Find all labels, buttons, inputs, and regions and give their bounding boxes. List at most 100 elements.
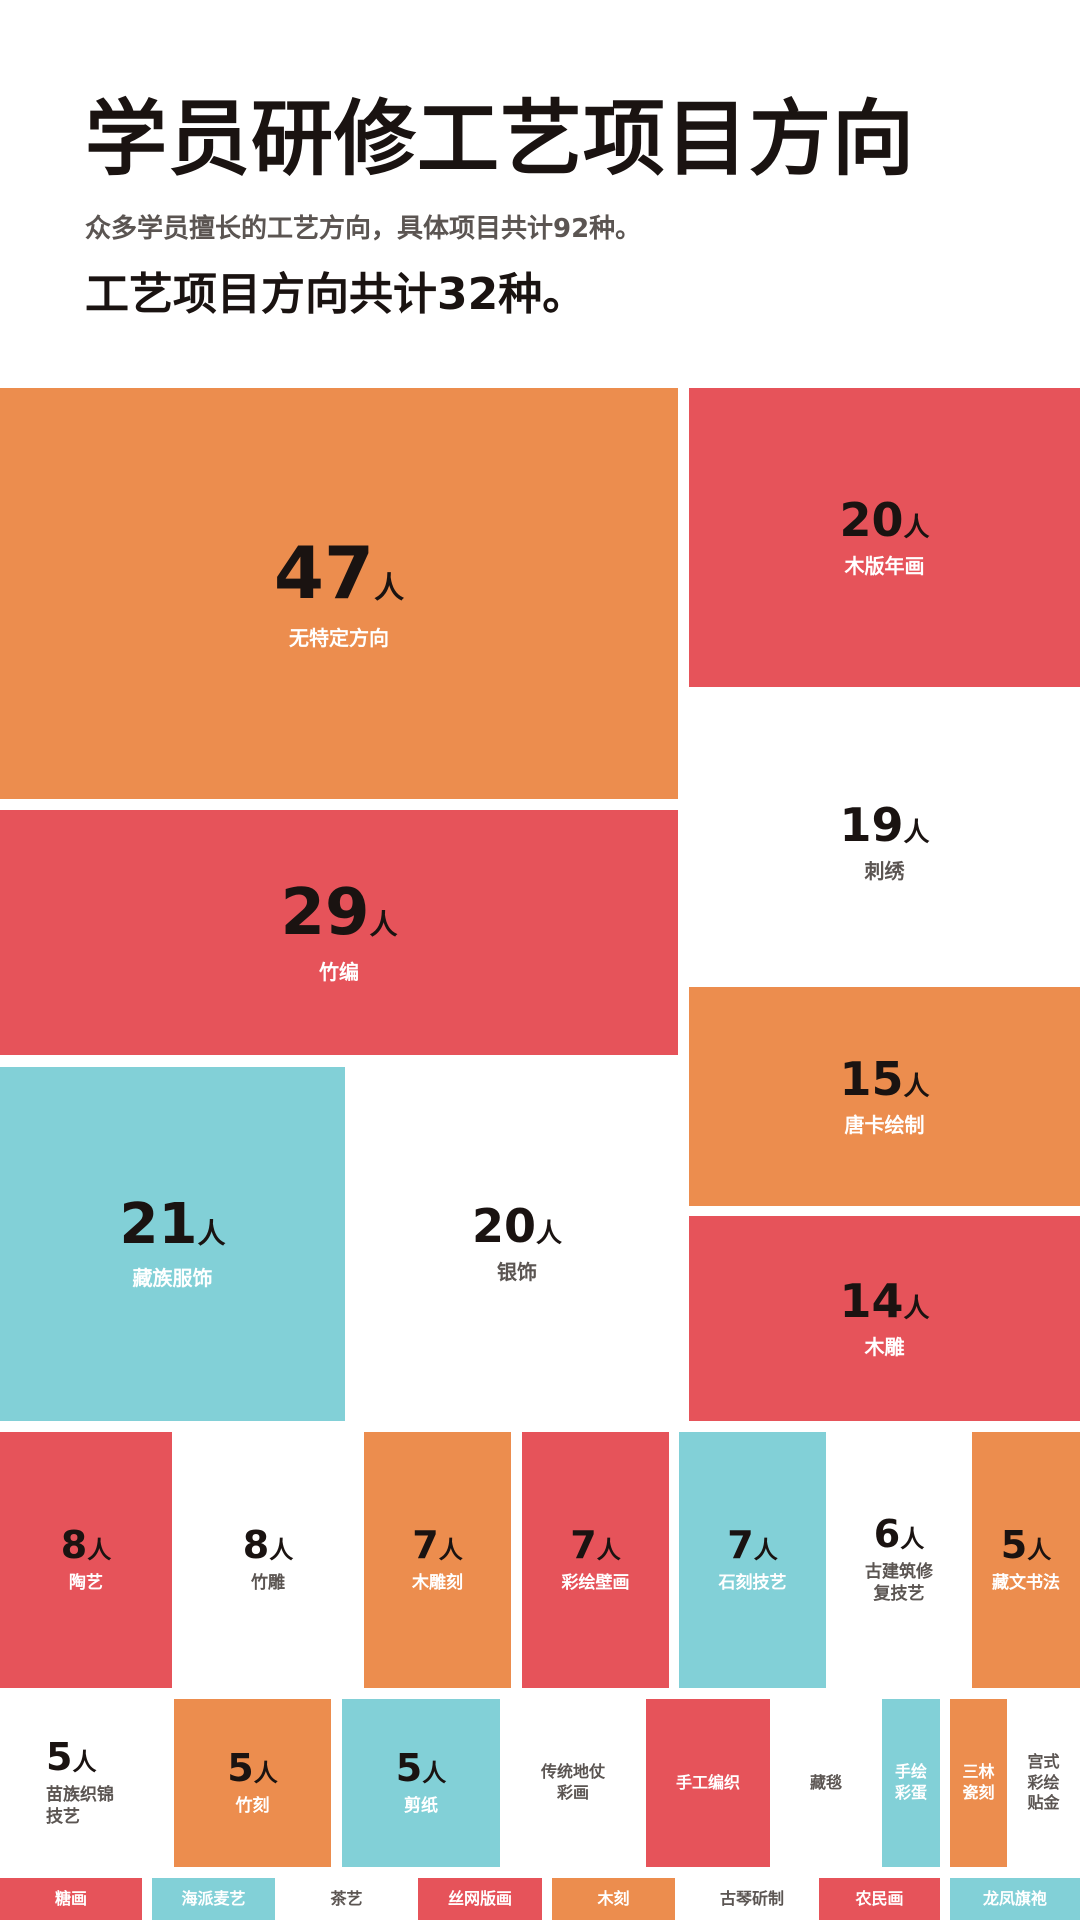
treemap-tile-content: 21人藏族服饰 <box>0 1067 345 1421</box>
treemap-tile-mudiao: 14人木雕 <box>689 1216 1080 1421</box>
treemap-tile-miaozuzhijinjiyi: 5人 苗族织锦 技艺 <box>0 1699 164 1867</box>
treemap-tile-content: 糖画 <box>0 1878 142 1920</box>
tile-label: 木版年画 <box>844 553 925 578</box>
tile-count-unit: 人 <box>753 1535 778 1564</box>
tile-label: 农民画 <box>855 1888 904 1908</box>
treemap-tile-content: 8人竹雕 <box>172 1432 364 1688</box>
tile-count: 5人 <box>1001 1526 1051 1564</box>
treemap-tile-content: 14人木雕 <box>689 1216 1080 1421</box>
tile-label: 彩绘壁画 <box>561 1572 630 1593</box>
tile-count-unit: 人 <box>900 1524 925 1553</box>
tile-count-value: 6 <box>873 1511 901 1556</box>
treemap-tile-shouhuicaidan: 手绘 彩蛋 <box>882 1699 940 1867</box>
tile-count-value: 47 <box>273 530 375 615</box>
treemap-tile-content: 农民画 <box>819 1878 940 1920</box>
treemap-tile-content: 7人木雕刻 <box>364 1432 511 1688</box>
tile-count-unit: 人 <box>903 1071 930 1102</box>
treemap-tile-zangtan: 藏毯 <box>770 1699 882 1867</box>
treemap-tile-zhubian: 29人 竹编 <box>0 810 678 1055</box>
tile-count-value: 7 <box>727 1522 754 1567</box>
tile-count-unit: 人 <box>197 1217 226 1250</box>
treemap-tile-tanghua: 糖画 <box>0 1878 142 1920</box>
treemap-tile-tangkahuizhi: 15人唐卡绘制 <box>689 987 1080 1206</box>
tile-count-unit: 人 <box>596 1535 621 1564</box>
treemap-tile-wutedingfangxiang: 47人 无特定方向 <box>0 388 678 799</box>
treemap-tile-caihuibihua: 7人彩绘壁画 <box>522 1432 669 1688</box>
tile-count: 15人 <box>839 1056 929 1102</box>
tile-count-unit: 人 <box>87 1535 112 1564</box>
tile-label: 唐卡绘制 <box>844 1112 925 1137</box>
treemap-tile-content: 6人 古建筑修 复技艺 <box>826 1432 972 1688</box>
treemap-tile-haipaimaiyi: 海派麦艺 <box>152 1878 275 1920</box>
tile-count-value: 7 <box>570 1522 597 1567</box>
tile-count-value: 7 <box>412 1522 439 1567</box>
tile-label: 无特定方向 <box>289 625 389 650</box>
tile-count: 7人 <box>727 1526 777 1564</box>
treemap-tile-chayi: 茶艺 <box>285 1878 408 1920</box>
treemap-tile-content: 5人 竹刻 <box>174 1699 331 1867</box>
tile-count: 7人 <box>412 1526 462 1564</box>
tile-label: 竹雕 <box>251 1572 285 1593</box>
tile-count-value: 21 <box>119 1192 198 1257</box>
tile-count: 6人 <box>874 1515 924 1553</box>
tile-count-unit: 人 <box>536 1219 563 1249</box>
tile-label: 木雕刻 <box>412 1572 463 1593</box>
tile-count-unit: 人 <box>438 1535 463 1564</box>
tile-label: 古琴斫制 <box>719 1888 784 1908</box>
treemap-tile-siwangbanhua: 丝网版画 <box>418 1878 542 1920</box>
treemap-tile-longfengqipao: 龙凤旗袍 <box>950 1878 1080 1920</box>
tile-count-value: 15 <box>839 1051 904 1106</box>
tile-label: 藏族服饰 <box>132 1266 213 1290</box>
treemap-tile-content: 传统地仗 彩画 <box>510 1699 636 1867</box>
tile-count-value: 19 <box>839 797 904 852</box>
treemap-tile-content: 木刻 <box>552 1878 675 1920</box>
tile-label: 三林 瓷刻 <box>962 1762 995 1802</box>
treemap-tile-chuantongdizhangcaihua: 传统地仗 彩画 <box>510 1699 636 1867</box>
tile-label: 藏毯 <box>809 1772 842 1792</box>
tile-label: 茶艺 <box>330 1888 363 1908</box>
treemap-tile-content: 海派麦艺 <box>152 1878 275 1920</box>
treemap-tile-cixiu: 19人 刺绣 <box>689 698 1080 987</box>
tile-label: 丝网版画 <box>447 1888 512 1908</box>
treemap-tile-nongminhua: 农民画 <box>819 1878 940 1920</box>
tile-count-value: 5 <box>227 1745 254 1790</box>
treemap-tile-content: 47人 无特定方向 <box>0 388 678 799</box>
treemap-tile-yinshi: 20人 银饰 <box>345 1067 689 1421</box>
tile-label: 手工编织 <box>675 1772 740 1792</box>
tile-count-unit: 人 <box>72 1747 97 1776</box>
tile-count: 14人 <box>839 1278 929 1324</box>
tile-label: 藏文书法 <box>992 1572 1060 1593</box>
treemap-tile-shikejiyi: 7人 石刻技艺 <box>679 1432 826 1688</box>
treemap-tile-gujianzhuxiufujiyi: 6人 古建筑修 复技艺 <box>826 1432 972 1688</box>
treemap-tile-zangzufushi: 21人藏族服饰 <box>0 1067 345 1421</box>
treemap-tile-content: 20人 银饰 <box>345 1067 689 1421</box>
treemap-tile-jianzhi: 5人 剪纸 <box>342 1699 500 1867</box>
tile-label: 宫式 彩绘 贴金 <box>1027 1751 1060 1813</box>
tile-label: 木雕 <box>864 1334 905 1359</box>
tile-label: 银饰 <box>497 1260 537 1284</box>
tile-count: 21人 <box>120 1197 226 1253</box>
treemap-tile-content: 5人 苗族织锦 技艺 <box>0 1699 164 1867</box>
tile-count-value: 8 <box>242 1522 270 1567</box>
tile-count-value: 5 <box>1000 1522 1028 1567</box>
tile-count-value: 14 <box>839 1273 904 1328</box>
treemap-tile-content: 29人 竹编 <box>0 810 678 1055</box>
treemap-tile-gongshicaihuitiejin: 宫式 彩绘 贴金 <box>1007 1699 1080 1867</box>
treemap-tile-content: 藏毯 <box>770 1699 882 1867</box>
tile-label: 陶艺 <box>69 1572 103 1593</box>
tile-count-unit: 人 <box>1027 1535 1052 1564</box>
tile-count-unit: 人 <box>903 817 930 848</box>
tile-label: 木刻 <box>597 1888 630 1908</box>
tile-label: 传统地仗 彩画 <box>540 1762 605 1802</box>
treemap-tile-content: 8人 陶艺 <box>0 1432 172 1688</box>
tile-count: 19人 <box>839 802 929 848</box>
treemap-tile-content: 手工编织 <box>646 1699 770 1867</box>
tile-count-value: 5 <box>395 1745 423 1790</box>
treemap-tile-guqinyanzhi: 古琴斫制 <box>685 1878 819 1920</box>
treemap-tile-muke: 木刻 <box>552 1878 675 1920</box>
tile-label: 海派麦艺 <box>181 1888 246 1908</box>
tile-count: 5人 <box>46 1738 96 1776</box>
tile-count-unit: 人 <box>269 1535 294 1564</box>
treemap-tile-sanlinmengke: 三林 瓷刻 <box>950 1699 1007 1867</box>
